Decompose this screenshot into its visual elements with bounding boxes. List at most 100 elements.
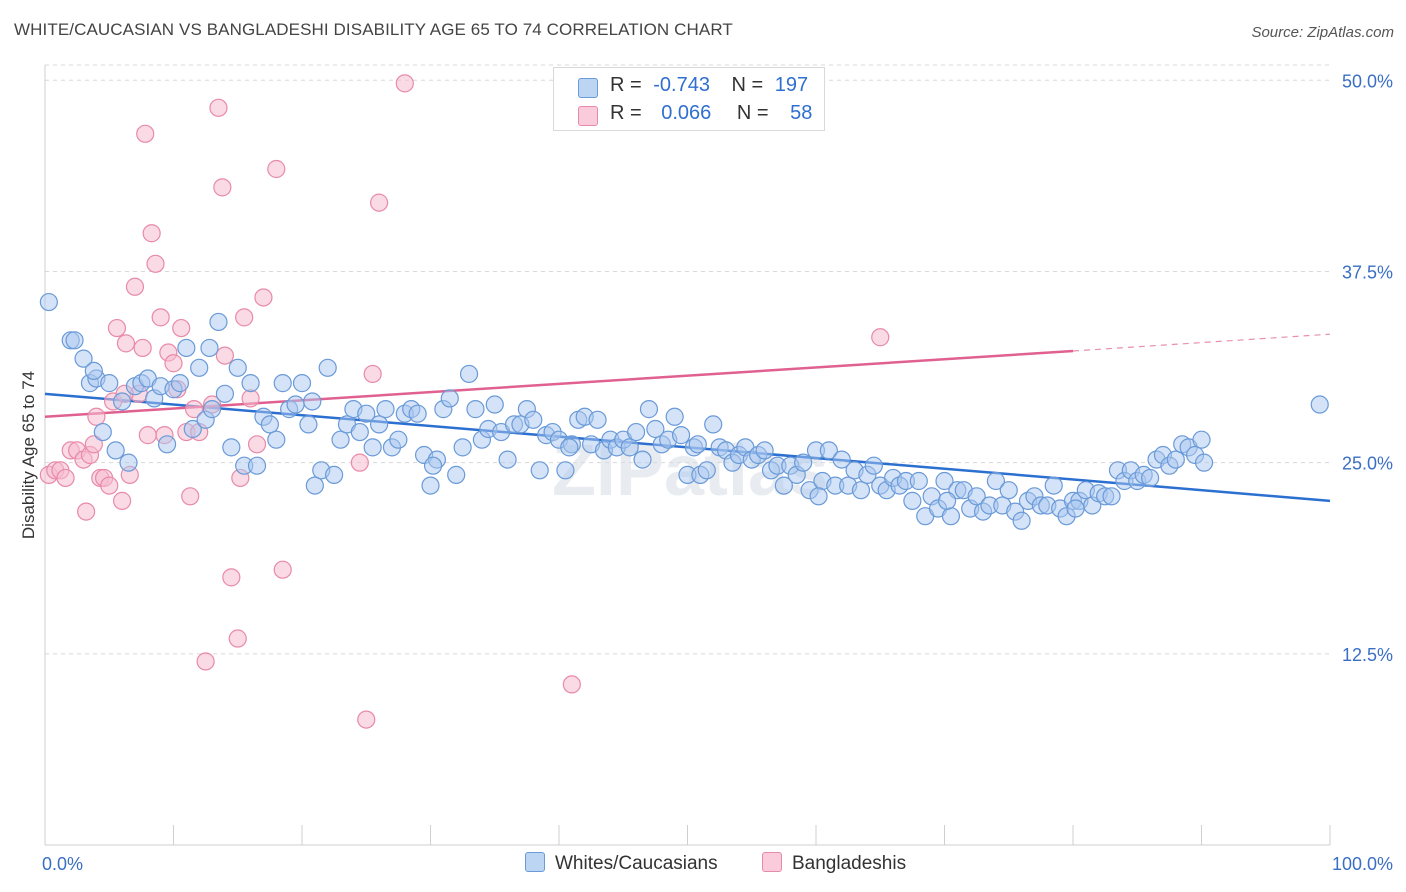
data-point-white [119,453,138,472]
data-point-white [1140,468,1160,488]
data-point-bangladeshi [142,224,161,243]
data-point-bangladeshi [357,710,376,729]
data-point-white [1166,450,1185,469]
data-point-white [157,435,177,454]
axes [44,65,1331,846]
data-point-white [325,465,344,484]
data-point-white [620,438,639,457]
data-point-white [273,374,292,393]
data-point-white [389,430,408,449]
data-point-white [903,491,922,510]
data-point-white [331,430,350,449]
data-point-white [200,338,219,358]
data-point-bangladeshi [213,178,232,197]
data-point-white [318,358,337,377]
data-point-bangladeshi [363,364,382,384]
bottom-legend-label-bangladeshis: Bangladeshis [792,853,907,874]
data-point-white [498,450,517,469]
data-point-bangladeshi [136,124,155,143]
data-point-white [851,481,871,500]
data-point-bangladeshi [254,288,273,307]
data-point-white [363,438,382,457]
data-point-white [222,438,241,457]
data-point-bangladeshi [228,629,247,648]
data-point-white [697,461,716,480]
bottom-legend-label-whites: Whites/Caucasians [555,853,718,874]
data-point-white [39,292,58,312]
data-point-white [1194,453,1214,472]
y-tick-label: 37.5% [1342,262,1393,282]
data-point-white [112,392,132,411]
data-point-bangladeshi [84,435,103,454]
data-point-white [408,404,427,423]
data-point-white [84,361,103,380]
data-point-white [292,374,312,393]
legend-r-label: R = [610,102,642,124]
data-point-white [423,456,443,475]
data-point-white [967,487,986,506]
data-point-white [106,441,125,460]
data-point-white [832,450,851,469]
trend-line-bangladeshis-extension [1072,333,1331,352]
data-point-white [209,312,228,332]
data-point-white [1012,511,1031,530]
data-point-white [305,476,324,495]
data-point-white [524,410,543,429]
data-point-white [177,338,196,358]
data-point-white [794,453,813,472]
data-point-white [809,487,828,506]
series-whites-caucasians [39,292,1329,530]
data-point-white [267,430,286,449]
data-point-white [370,415,389,434]
data-point-white [247,456,267,475]
data-point-bangladeshi [172,318,191,338]
data-point-bangladeshi [871,328,890,347]
data-point-bangladeshi [138,426,157,445]
data-point-bangladeshi [116,334,136,353]
legend-r-value: -0.743 [653,74,710,96]
y-axis-label: Disability Age 65 to 74 [19,371,38,539]
data-point-white [633,450,652,469]
data-point-white [350,422,369,442]
data-point-white [588,410,607,429]
data-point-bangladeshi [100,476,119,495]
data-point-bangladeshi [267,159,286,179]
data-point-white [909,471,928,491]
tick-labels: 12.5% 25.0% 37.5% 50.0% 0.0% 100.0% [42,71,1393,874]
data-point-bangladeshi [184,400,204,419]
data-point-white [1102,487,1121,506]
data-point-bangladeshi [235,308,254,327]
data-point-white [93,422,112,442]
data-point-white [228,358,247,377]
data-point-white [935,471,954,491]
y-tick-label: 50.0% [1342,71,1393,91]
data-point-white [241,374,260,393]
data-point-bangladeshi [215,346,234,365]
data-point-bangladeshi [273,560,292,579]
data-point-white [556,461,575,480]
data-point-white [1044,476,1063,495]
data-point-white [215,384,234,403]
data-point-bangladeshi [241,389,260,408]
chart-title: WHITE/CAUCASIAN VS BANGLADESHI DISABILIT… [14,20,733,39]
data-point-white [1066,499,1085,518]
data-point-white [260,415,279,434]
data-point-white [941,507,961,526]
data-point-white [819,441,838,460]
legend-n-label: N = [736,102,769,124]
data-point-white [299,415,318,434]
data-point-bangladeshi [181,487,200,506]
data-point-bangladeshi [370,193,389,212]
data-point-bangladeshi [56,468,75,488]
legend-r-value: 0.066 [661,102,712,124]
data-point-white [639,400,659,419]
data-point-bangladeshi [247,435,267,454]
data-point-white [65,331,84,350]
series-bangladeshis [39,74,890,729]
x-tick-label: 0.0% [42,854,83,874]
data-point-white [357,404,376,423]
data-point-bangladeshi [196,652,215,671]
y-tick-label: 25.0% [1342,454,1393,474]
bottom-legend-whites: Whites/Caucasians [525,852,718,875]
data-point-bangladeshi [395,74,414,93]
